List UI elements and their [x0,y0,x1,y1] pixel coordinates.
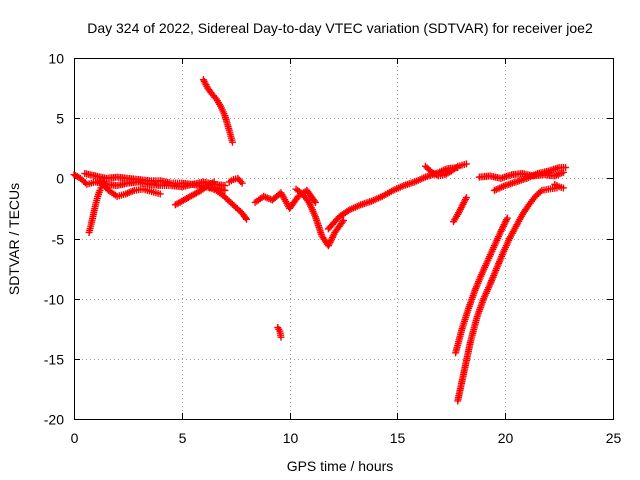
data-point [210,178,218,186]
series-arc-trough-11p6h [292,185,347,250]
series-arc-8p5to11h [251,186,319,212]
data-point [228,138,236,146]
data-point [237,178,245,186]
data-point [338,218,346,226]
y-tick-label: 0 [56,171,64,187]
axis-ticks [74,58,614,420]
data-point [209,179,217,187]
data-point [238,179,246,187]
x-tick-label: 5 [179,430,187,446]
data-point [536,188,544,196]
data-point [562,164,570,172]
data-point [242,215,250,223]
series-arc-lower-dip [96,177,164,200]
series-arc-steep-b [454,184,561,405]
y-tick-label: -10 [44,292,64,308]
series-arc-late-18h [449,194,470,226]
x-tick-label: 25 [606,430,622,446]
data-point [156,190,164,198]
series-arc-isolated-9p5h [274,324,285,341]
series-arc-6to8h [206,184,250,223]
series-arc-7p5h [225,174,246,187]
x-tick-label: 15 [390,430,406,446]
series-arc-high-6h [199,76,236,146]
data-point [452,164,460,172]
data-point [503,214,511,222]
x-tick-label: 20 [498,430,514,446]
grid [74,58,613,419]
tick-labels: 0 5 10 15 20 25 10 5 0 -5 -10 -15 -20 [44,51,622,447]
data-point [310,197,318,205]
series-arc-19to23h-a [475,168,567,182]
data-point [462,194,470,202]
chart-title: Day 324 of 2022, Sidereal Day-to-day VTE… [87,20,593,36]
x-axis-label: GPS time / hours [287,458,394,474]
series-arc-steep-a [452,214,511,357]
series-arc-tail-22p7h [551,180,567,192]
series-arc-recovery [324,164,462,233]
y-tick-label: 10 [48,51,64,67]
y-axis-label: SDTVAR / TECUs [6,183,22,295]
data-point [311,198,319,206]
data-point [277,333,285,341]
x-tick-label: 0 [71,430,79,446]
data-point [462,160,470,168]
data-point [81,179,89,187]
series-arc-drop-1h [85,178,108,236]
y-tick-label: -20 [44,412,64,428]
data-point [100,178,108,186]
y-tick-label: -5 [52,232,65,248]
data-point [559,184,567,192]
data-point [221,186,229,194]
x-tick-label: 10 [283,430,299,446]
data-point [241,214,249,222]
series-arc-16to18h [421,160,470,180]
data-point [340,216,347,224]
y-tick-label: -15 [44,352,64,368]
y-tick-label: 5 [56,111,64,127]
data-points [70,76,570,405]
series-arc-19to23h-b [490,164,570,194]
